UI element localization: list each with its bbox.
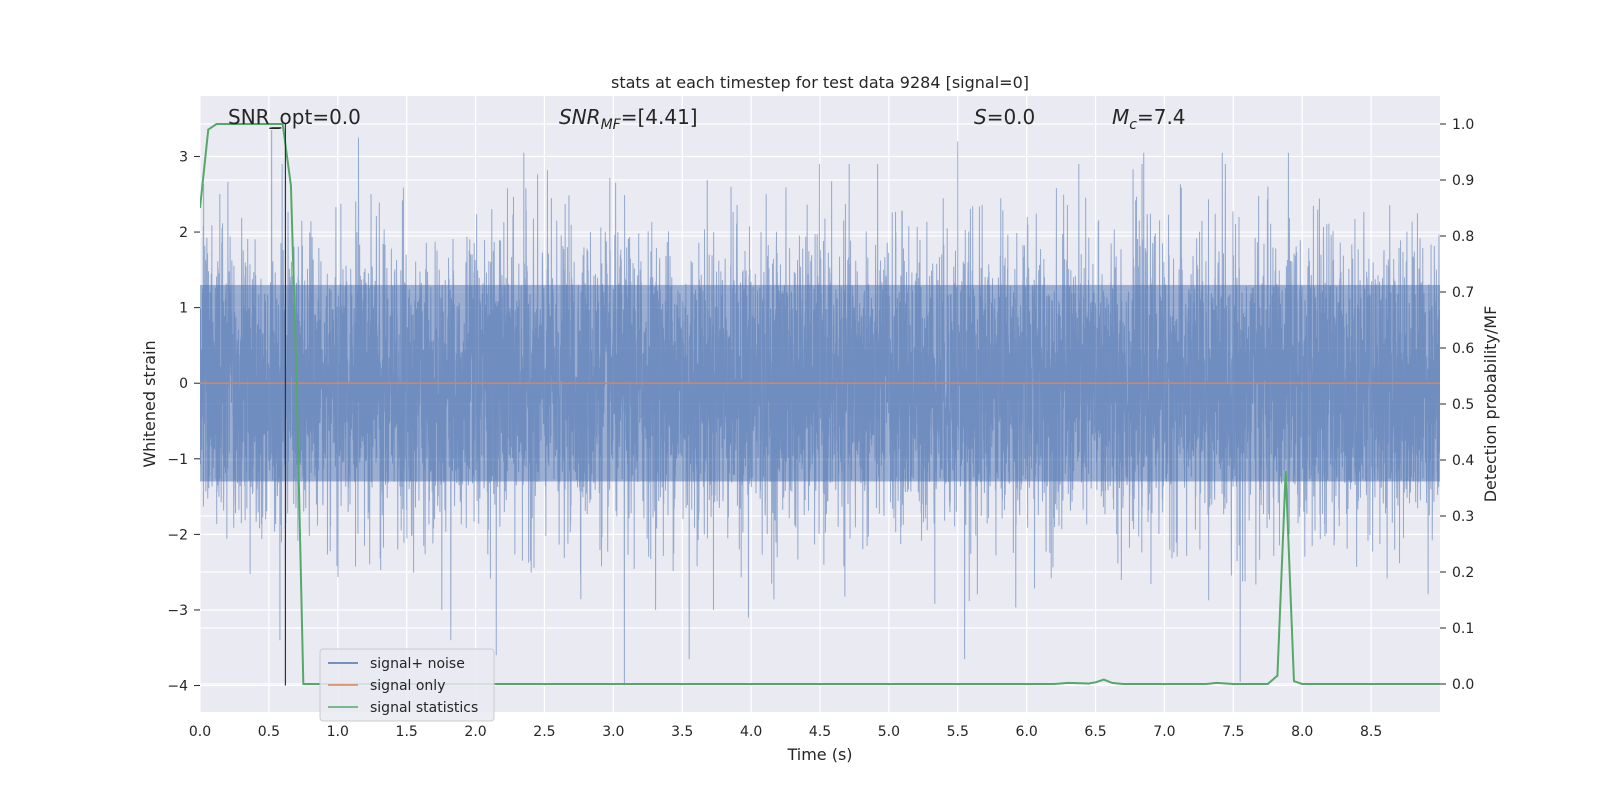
- x-tick-label-8: 4.0: [740, 724, 762, 740]
- x-tick-label-3: 1.5: [396, 724, 418, 740]
- y-right-axis-label: Detection probability/MF: [1481, 306, 1500, 503]
- y-left-tick-label-1: −3: [167, 603, 188, 619]
- x-tick-label-12: 6.0: [1016, 724, 1038, 740]
- x-tick-label-10: 5.0: [878, 724, 900, 740]
- y-left-tick-label-3: −1: [167, 452, 188, 468]
- x-tick-label-13: 6.5: [1084, 724, 1106, 740]
- annotation-s-value: =0.0: [987, 105, 1036, 129]
- annotation-mc: Mc=7.4: [1112, 105, 1186, 133]
- legend-box: [319, 648, 495, 722]
- y-right-tick-label-3: 0.3: [1452, 509, 1474, 525]
- x-tick-label-5: 2.5: [533, 724, 555, 740]
- y-right-tick-label-8: 0.8: [1452, 229, 1474, 245]
- y-right-tick-label-7: 0.7: [1452, 285, 1474, 301]
- annotation-snr-opt: SNR_opt=0.0: [228, 105, 361, 129]
- x-tick-label-14: 7.0: [1153, 724, 1175, 740]
- x-axis-label: Time (s): [786, 745, 852, 764]
- annotation-mc-subscript: c: [1129, 117, 1137, 133]
- x-tick-label-2: 1.0: [327, 724, 349, 740]
- y-right-tick-label-10: 1.0: [1452, 117, 1474, 133]
- legend: signal+ noise signal only signal statist…: [319, 648, 495, 722]
- annotation-snr-mf-value: =[4.41]: [621, 105, 698, 129]
- x-tick-label-16: 8.0: [1291, 724, 1313, 740]
- y-right-tick-label-5: 0.5: [1452, 397, 1474, 413]
- annotation-snr-mf-subscript: MF: [601, 117, 622, 133]
- x-tick-label-6: 3.0: [602, 724, 624, 740]
- x-axis-ticks: 0.0 0.5 1.0 1.5 2.0 2.5 3.0 3.5 4.0 4.5 5.0 5.5 6.0 6…: [189, 724, 1382, 740]
- y-right-axis-ticks: 0.0 0.1 0.2 0.3 0.4 0.5 0.6 0.7 0.8 0.9 1.0: [1440, 117, 1474, 693]
- x-tick-label-4: 2.0: [464, 724, 486, 740]
- x-tick-label-17: 8.5: [1360, 724, 1382, 740]
- x-tick-label-15: 7.5: [1222, 724, 1244, 740]
- annotation-mc-value: =7.4: [1137, 105, 1186, 129]
- noise-trace: [200, 130, 1440, 686]
- x-tick-label-7: 3.5: [671, 724, 693, 740]
- y-right-tick-label-0: 0.0: [1452, 677, 1474, 693]
- x-tick-label-1: 0.5: [258, 724, 280, 740]
- y-left-tick-label-4: 0: [179, 376, 188, 392]
- y-right-tick-label-4: 0.4: [1452, 453, 1474, 469]
- x-tick-label-11: 5.5: [947, 724, 969, 740]
- y-left-tick-label-6: 2: [179, 225, 188, 241]
- y-right-tick-label-1: 0.1: [1452, 621, 1474, 637]
- chart-title: stats at each timestep for test data 928…: [611, 73, 1029, 92]
- x-tick-label-0: 0.0: [189, 724, 211, 740]
- annotation-snr-mf-symbol: SNR: [559, 105, 601, 129]
- legend-label-signal-plus-noise: signal+ noise: [370, 656, 465, 672]
- legend-label-signal-statistics: signal statistics: [370, 700, 478, 716]
- annotation-snr-mf: SNRMF=[4.41]: [559, 105, 698, 133]
- y-right-tick-label-2: 0.2: [1452, 565, 1474, 581]
- y-left-tick-label-7: 3: [179, 149, 188, 165]
- y-left-axis-ticks: −4 −3 −2 −1 0 1 2 3: [167, 149, 200, 695]
- annotation-s: S=0.0: [974, 105, 1035, 129]
- y-left-axis-label: Whitened strain: [140, 340, 159, 467]
- annotation-s-symbol: S: [974, 105, 987, 129]
- y-left-tick-label-2: −2: [167, 527, 188, 543]
- y-left-tick-label-5: 1: [179, 301, 188, 317]
- x-tick-label-9: 4.5: [809, 724, 831, 740]
- y-left-tick-label-0: −4: [167, 679, 188, 695]
- legend-label-signal-only: signal only: [370, 678, 445, 694]
- marker-layer: [271, 124, 287, 686]
- y-right-tick-label-6: 0.6: [1452, 341, 1474, 357]
- annotation-mc-symbol: M: [1112, 105, 1129, 129]
- y-right-tick-label-9: 0.9: [1452, 173, 1474, 189]
